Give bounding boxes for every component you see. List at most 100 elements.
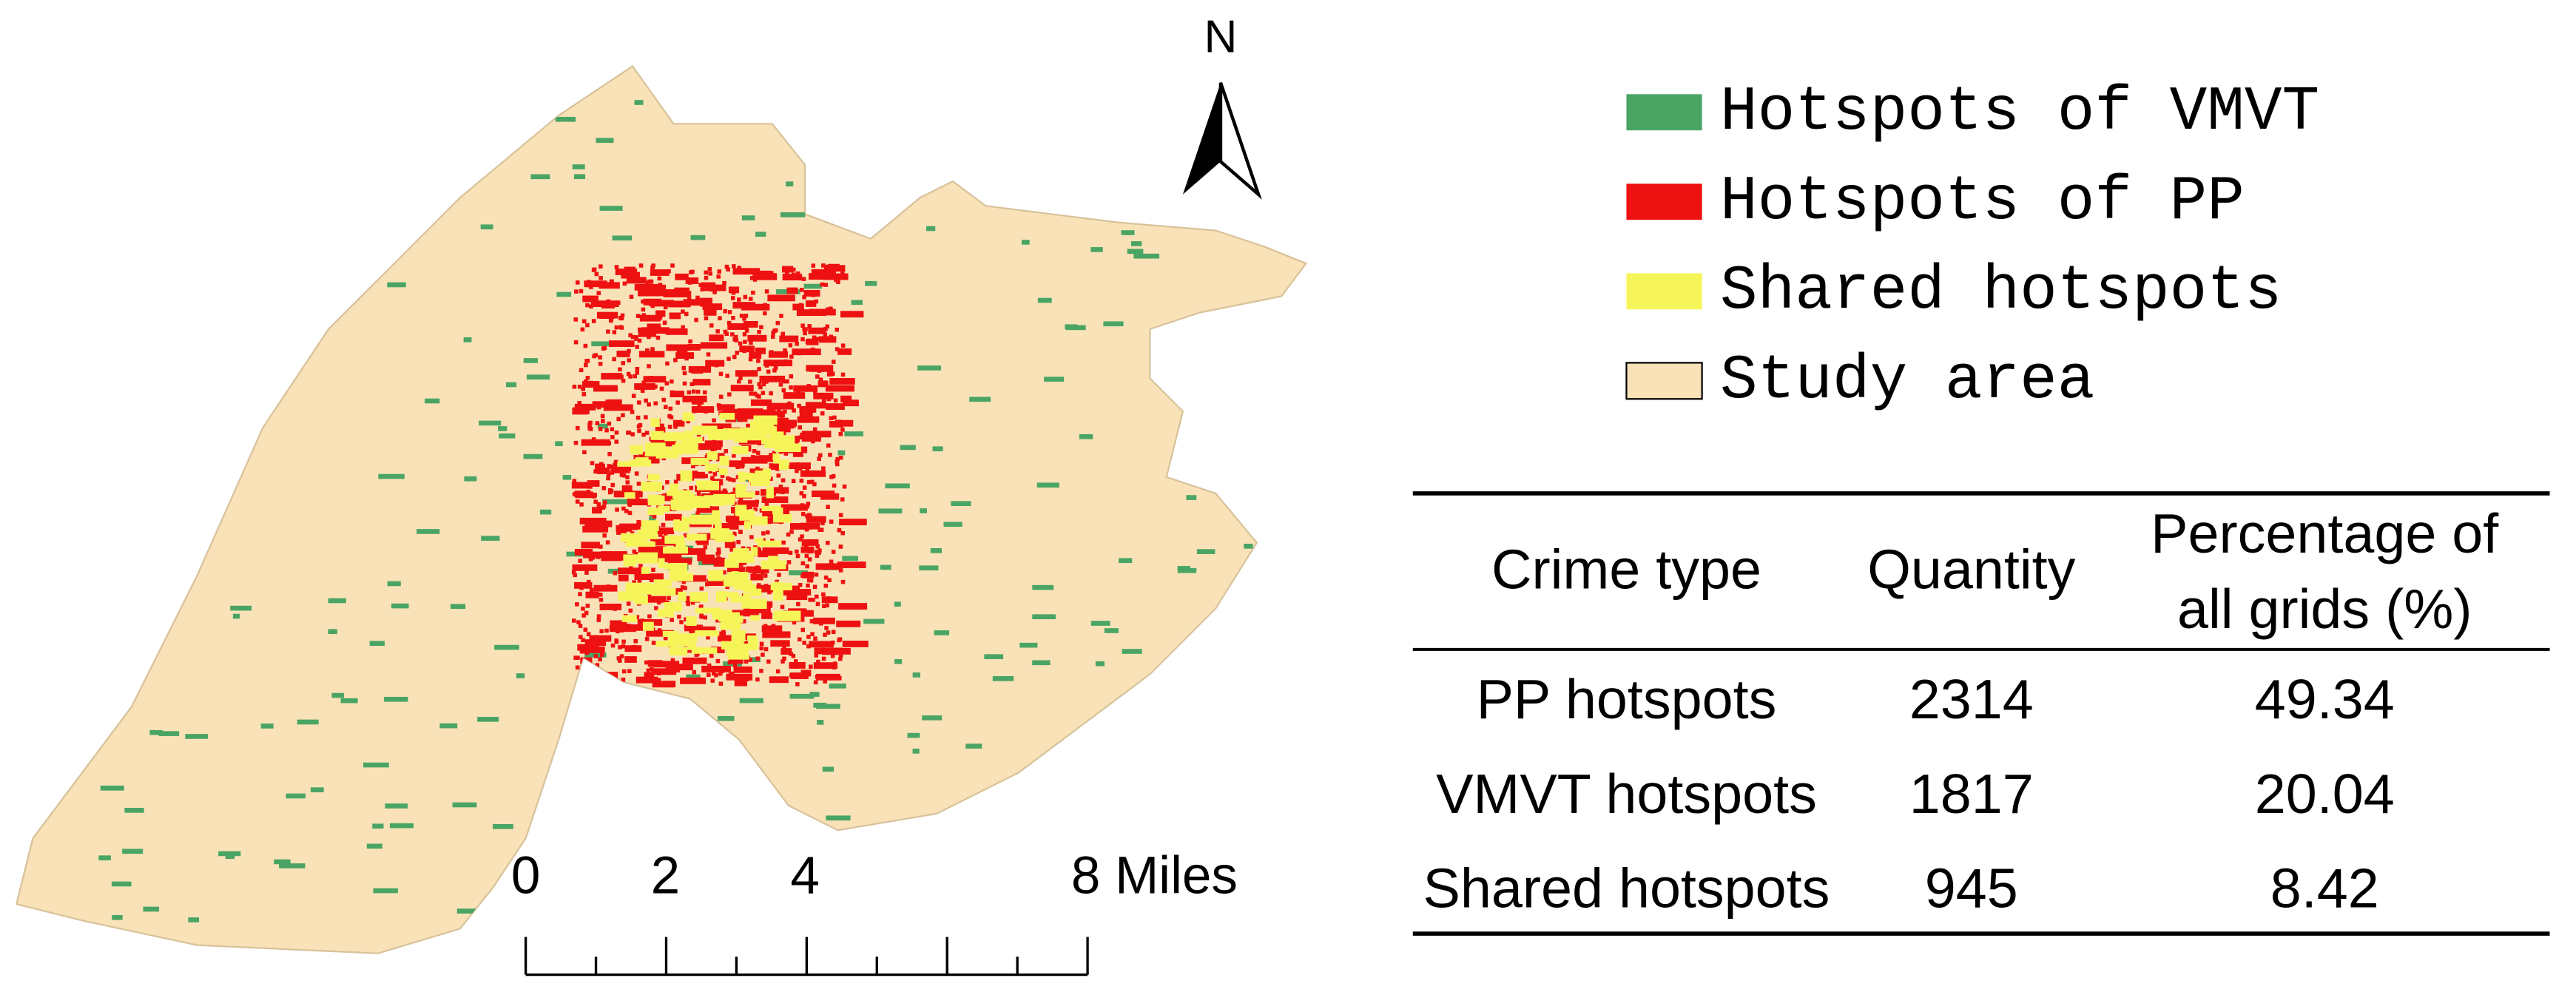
pp-cell (687, 390, 692, 395)
vmvt-cell (894, 601, 901, 607)
shared-cell (755, 538, 763, 543)
pp-cell (657, 276, 662, 281)
pp-cell (593, 499, 598, 505)
vmvt-cell (926, 226, 936, 232)
pp-cell (800, 534, 804, 539)
pp-cell (584, 570, 589, 575)
shared-cell (639, 542, 655, 547)
vmvt-cell (279, 863, 306, 868)
pp-cell (786, 532, 791, 537)
pp-cell (697, 677, 701, 681)
pp-cell (572, 384, 577, 389)
shared-cell (645, 442, 666, 450)
vmvt-cell (817, 720, 824, 725)
vmvt-cell (894, 658, 903, 664)
pp-cell (684, 311, 689, 317)
pp-cell (602, 533, 607, 538)
pp-cell (619, 473, 624, 477)
pp-cell (788, 343, 793, 348)
vmvt-cell (1196, 549, 1215, 554)
pp-cell (572, 564, 598, 571)
pp-cell (805, 564, 809, 569)
shared-cell (762, 468, 772, 479)
pp-cell (755, 451, 761, 455)
pp-cell (828, 453, 832, 457)
pp-cell (799, 479, 804, 483)
pp-cell (783, 451, 789, 456)
pp-cell (763, 311, 767, 316)
pp-cell (673, 425, 678, 429)
pp-cell (661, 397, 667, 402)
legend-swatch (1626, 94, 1702, 131)
pp-cell (636, 424, 641, 429)
shared-cell (670, 573, 694, 581)
pp-cell (675, 558, 692, 565)
pp-cell (834, 327, 840, 332)
vmvt-cell (865, 280, 877, 286)
shared-cell (720, 619, 741, 630)
pp-cell (791, 479, 796, 483)
pp-cell (650, 668, 677, 675)
pp-cell (704, 270, 709, 275)
pp-cell (599, 282, 620, 289)
vmvt-cell (463, 337, 472, 343)
shared-cell (749, 420, 775, 428)
pp-cell (839, 519, 867, 526)
pp-cell (750, 455, 755, 459)
vmvt-cell (969, 397, 991, 402)
pp-cell (758, 385, 763, 390)
pp-cell (824, 626, 829, 630)
pp-cell (799, 405, 817, 413)
vmvt-cell (1065, 325, 1086, 331)
shared-cell (743, 584, 757, 593)
pp-cell (818, 377, 823, 382)
vmvt-cell (713, 737, 724, 742)
shared-cell (664, 432, 691, 442)
pp-cell (667, 425, 672, 429)
pp-cell (699, 612, 704, 617)
pp-cell (578, 559, 582, 563)
pp-cell (593, 654, 599, 658)
vmvt-cell (789, 570, 809, 576)
shared-cell (732, 445, 749, 455)
pp-cell (761, 612, 772, 619)
pp-cell (721, 522, 739, 530)
pp-cell (703, 390, 707, 395)
pp-cell (796, 309, 826, 317)
shared-cell (647, 473, 660, 481)
shared-cell (673, 519, 681, 531)
shared-cell (738, 471, 746, 482)
pp-cell (589, 304, 593, 309)
shared-cell (675, 542, 686, 553)
vmvt-cell (561, 845, 584, 851)
pp-cell (812, 427, 817, 432)
pp-cell (709, 653, 714, 658)
pp-cell (829, 474, 834, 479)
pp-cell (627, 624, 631, 628)
pp-cell (829, 372, 834, 377)
shared-cell (684, 431, 694, 441)
vmvt-cell (1090, 247, 1103, 252)
pp-cell (716, 285, 721, 289)
pp-cell (619, 374, 624, 379)
pp-cell (802, 493, 806, 499)
vmvt-cell (922, 715, 943, 721)
shared-cell (664, 563, 683, 570)
pp-cell (596, 555, 601, 559)
pp-cell (614, 430, 619, 435)
pp-cell (804, 527, 809, 532)
pp-cell (644, 431, 650, 435)
pp-cell (714, 673, 718, 678)
pp-cell (630, 334, 635, 340)
pp-cell (812, 482, 817, 487)
pp-cell (809, 365, 834, 372)
pp-cell (725, 666, 729, 671)
vmvt-cell (1047, 847, 1070, 853)
pp-cell (761, 570, 765, 574)
pp-cell (592, 354, 596, 359)
vmvt-cell (573, 174, 586, 180)
pp-cell (826, 443, 831, 448)
vmvt-cell (369, 641, 385, 646)
pp-cell (825, 603, 829, 608)
pp-cell (697, 404, 702, 409)
